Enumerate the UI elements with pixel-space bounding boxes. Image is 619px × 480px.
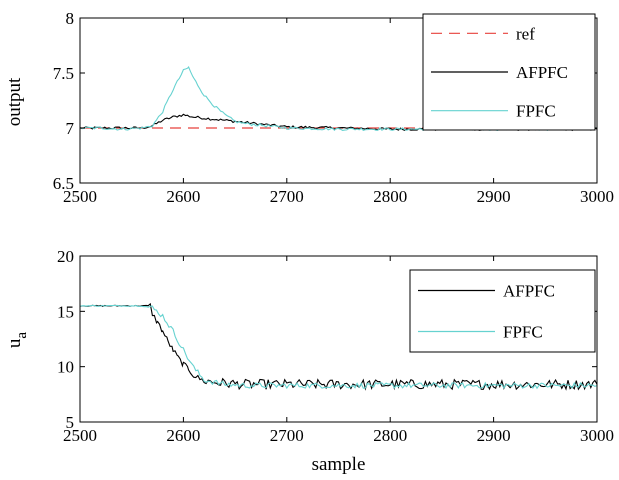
series-line-fpfc [80, 304, 597, 390]
x-tick-label: 2600 [166, 187, 200, 206]
series-line-afpfc [80, 302, 597, 391]
y-tick-label: 7 [66, 119, 75, 138]
plot-area [80, 302, 597, 391]
y-axis-label: ua [4, 332, 30, 349]
legend-label-afpfc: AFPFC [516, 63, 568, 82]
chart-panel-2: 2500 2600 2700 2800 2900 3000 5 10 15 20 ua sample A… [4, 247, 614, 475]
y-axis-label-subscript: a [14, 332, 30, 339]
y-tick-label: 5 [66, 413, 75, 432]
x-tick-label: 2500 [63, 426, 97, 445]
y-tick-label: 15 [57, 302, 74, 321]
x-tick-label: 3000 [580, 426, 614, 445]
legend: AFPFC FPFC [409, 269, 596, 353]
x-tick-label: 2700 [270, 187, 304, 206]
legend-label-fpfc: FPFC [516, 102, 556, 121]
x-tick-label: 2600 [166, 426, 200, 445]
x-tick-label: 3000 [580, 187, 614, 206]
x-tick-label: 2800 [373, 187, 407, 206]
y-tick-label: 6.5 [53, 174, 74, 193]
legend: ref AFPFC FPFC [422, 13, 596, 131]
x-tick-label: 2500 [63, 187, 97, 206]
x-tick-label: 2800 [373, 426, 407, 445]
x-tick-label: 2900 [477, 426, 511, 445]
y-tick-label: 7.5 [53, 64, 74, 83]
x-axis-label: sample [312, 454, 366, 475]
legend-box [409, 269, 596, 353]
legend-label-fpfc: FPFC [503, 323, 543, 342]
x-tick-label: 2700 [270, 426, 304, 445]
y-axis-label: output [4, 77, 25, 126]
chart-panel-1: 2500 2600 2700 2800 2900 3000 6.5 7 7.5 8 output re… [4, 9, 614, 206]
axes-box [79, 17, 598, 184]
axes-box [79, 255, 598, 423]
y-tick-label: 20 [57, 247, 74, 266]
x-tick-label: 2900 [477, 187, 511, 206]
y-tick-label: 8 [66, 9, 75, 28]
y-tick-label: 10 [57, 358, 74, 377]
legend-label-afpfc: AFPFC [503, 282, 555, 301]
legend-label-ref: ref [516, 24, 535, 43]
